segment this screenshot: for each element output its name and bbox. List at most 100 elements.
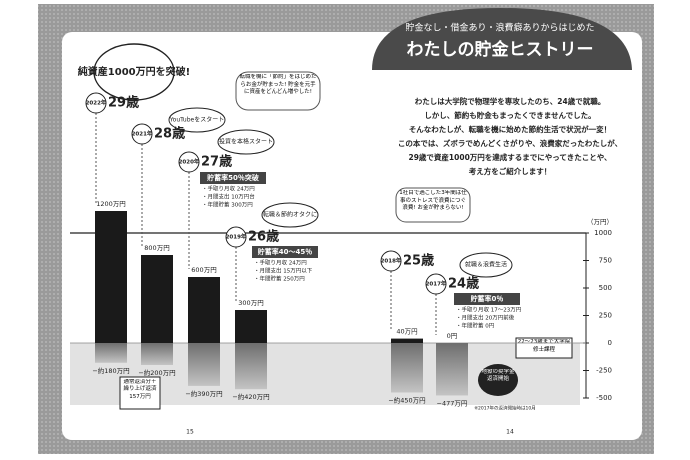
detail-line: ・月間支出 10万円台 bbox=[202, 193, 255, 201]
intro-line: この本では、ズボラでめんどくさがりや、浪費家だったわたしが、 bbox=[398, 138, 622, 148]
value-label: −約200万円 bbox=[138, 368, 175, 377]
comment: 転職を機に「節約」をはじめたらお金が貯まった! 貯金を元手に資産をどんどん増やし… bbox=[239, 74, 317, 96]
detail-line: ・月間支出 20万円前後 bbox=[456, 314, 515, 322]
value-label: 0円 bbox=[447, 332, 458, 340]
bar bbox=[391, 338, 423, 343]
bar bbox=[436, 343, 468, 396]
rate-label: 貯蓄率0％ bbox=[471, 294, 504, 303]
header-title: わたしの貯金ヒストリー bbox=[407, 39, 594, 60]
value-label: −477万円 bbox=[437, 399, 468, 407]
age-label: 29歳 bbox=[108, 95, 139, 111]
year-badge bbox=[425, 273, 447, 295]
bubble bbox=[261, 202, 319, 228]
intro-line: 考え方をご紹介します！ bbox=[469, 166, 552, 176]
intro-line: しかし、節約も貯金もまったくできませんでした。 bbox=[424, 110, 595, 120]
note-text: 地獄の奨学金返済開始 bbox=[481, 369, 515, 383]
comment-box bbox=[235, 71, 321, 111]
event-label: 純資産1000万円を突破! bbox=[78, 65, 190, 78]
age-label: 27歳 bbox=[201, 154, 232, 170]
year-badge bbox=[225, 226, 247, 248]
bubble bbox=[168, 107, 226, 133]
footnote: ※2017年の返済開始時は10月 bbox=[474, 405, 535, 412]
intro-line: わたしは大学院で物理学を専攻したのち、24歳で就職。 bbox=[415, 96, 605, 106]
y-tick-label: -500 bbox=[596, 394, 612, 402]
year-label: 2018年 bbox=[381, 257, 402, 265]
y-tick-label: 1000 bbox=[594, 229, 612, 237]
header-subtitle: 貯金なし・借金あり・浪費癖ありからはじめた bbox=[405, 22, 594, 34]
event-label: 転職＆節約オタクに bbox=[263, 211, 317, 219]
bar bbox=[95, 211, 127, 343]
note: 通常返済分＋繰り上げ返済157万円 bbox=[123, 379, 157, 400]
value-label: 800万円 bbox=[144, 244, 169, 252]
year-label: 2022年 bbox=[86, 99, 107, 107]
event-label: YouTubeをスタート bbox=[169, 116, 224, 124]
page-number: 15 bbox=[186, 429, 194, 436]
note-shape bbox=[478, 364, 518, 396]
value-label: −約420万円 bbox=[232, 392, 269, 401]
rate-box bbox=[200, 172, 266, 184]
bar bbox=[141, 255, 173, 343]
year-label: 2021年 bbox=[132, 130, 153, 138]
y-unit: （万円） bbox=[587, 218, 613, 226]
rate-box bbox=[454, 293, 520, 305]
year-label: 2017年 bbox=[426, 280, 447, 288]
year-badge bbox=[85, 92, 107, 114]
rate-label: 貯蓄率40〜45％ bbox=[258, 247, 312, 256]
value-label: −約450万円 bbox=[388, 396, 425, 405]
header-shape bbox=[372, 8, 632, 70]
bubble bbox=[217, 129, 275, 155]
year-badge bbox=[380, 250, 402, 272]
intro-line: そんなわたしが、転職を機に始めた節約生活で状況が一変！ bbox=[409, 124, 611, 134]
intro-line: 29歳で資産1000万円を達成するまでにやってきたことや、 bbox=[409, 152, 612, 162]
comment: 1社目で過ごした3年間は仕事のストレスで浪費につぐ浪費! お金が貯まらない! bbox=[399, 190, 467, 212]
age-label: 24歳 bbox=[448, 276, 479, 292]
bar bbox=[188, 343, 220, 386]
y-tick-label: 250 bbox=[599, 312, 612, 320]
bar bbox=[188, 277, 220, 343]
detail-line: ・月間支出 15万円以下 bbox=[254, 267, 313, 275]
rate-box bbox=[252, 246, 318, 258]
page-number: 14 bbox=[506, 429, 514, 436]
comment-text: 1社目で過ごした3年間は仕事のストレスで浪費につぐ浪費! お金が貯まらない! bbox=[399, 190, 467, 212]
value-label: 600万円 bbox=[191, 266, 216, 274]
y-tick-label: 0 bbox=[608, 339, 612, 347]
event-label: 就職＆浪費生活 bbox=[465, 261, 507, 269]
detail-line: ・年間貯蓄 0円 bbox=[456, 322, 495, 330]
value-label: −約180万円 bbox=[92, 366, 129, 375]
note-box bbox=[119, 376, 161, 410]
note-text: 22〜23歳まで大学院修士課程 bbox=[517, 339, 571, 353]
comment-text: 転職を機に「節約」をはじめたらお金が貯まった! 貯金を元手に資産をどんどん増やし… bbox=[239, 74, 317, 96]
y-tick-label: -250 bbox=[596, 367, 612, 375]
bar bbox=[235, 310, 267, 343]
year-badge bbox=[131, 123, 153, 145]
y-tick-label: 500 bbox=[599, 284, 612, 292]
bar bbox=[95, 343, 127, 363]
value-label: 40万円 bbox=[396, 328, 417, 336]
bar bbox=[391, 343, 423, 393]
comment-box bbox=[395, 187, 471, 223]
event-label: 投資を本格スタート bbox=[219, 138, 273, 146]
note: 地獄の奨学金返済開始 bbox=[481, 369, 515, 383]
note: 22〜23歳まで大学院修士課程 bbox=[517, 339, 571, 353]
note-text: 通常返済分＋繰り上げ返済157万円 bbox=[123, 379, 157, 400]
value-label: 300万円 bbox=[238, 299, 263, 307]
detail-line: ・手取り月収 24万円 bbox=[202, 185, 255, 193]
detail-line: ・手取り月収 17〜23万円 bbox=[456, 306, 522, 314]
value-label: −約390万円 bbox=[185, 389, 222, 398]
age-label: 25歳 bbox=[403, 253, 434, 269]
bar bbox=[141, 343, 173, 365]
age-label: 28歳 bbox=[154, 126, 185, 142]
y-tick-label: 750 bbox=[599, 257, 612, 265]
bubble bbox=[93, 43, 175, 101]
rate-label: 貯蓄率50％突破 bbox=[207, 173, 259, 182]
bar bbox=[235, 343, 267, 390]
year-label: 2019年 bbox=[226, 233, 247, 241]
detail-line: ・手取り月収 24万円 bbox=[254, 259, 307, 267]
year-badge bbox=[178, 151, 200, 173]
bubble bbox=[459, 252, 513, 278]
year-label: 2020年 bbox=[179, 158, 200, 166]
age-label: 26歳 bbox=[248, 229, 279, 245]
detail-line: ・年間貯蓄 300万円 bbox=[202, 201, 253, 209]
